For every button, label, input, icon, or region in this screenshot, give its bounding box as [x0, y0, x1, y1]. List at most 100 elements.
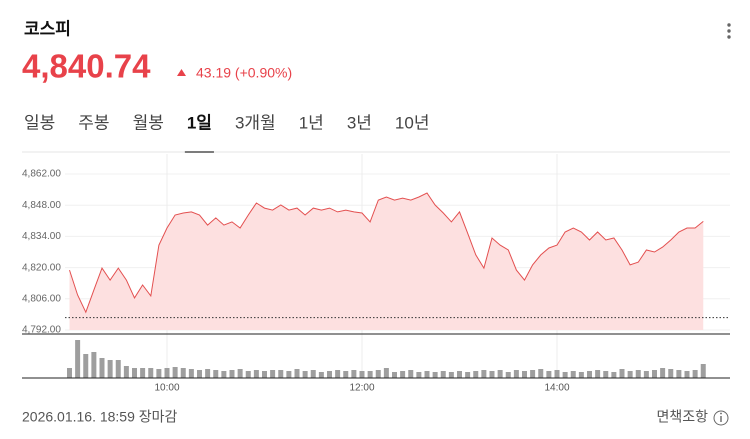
volume-bar — [221, 371, 227, 378]
volume-bar — [562, 372, 568, 378]
menu-icon[interactable] — [727, 23, 731, 39]
tab[interactable]: 1일 — [187, 113, 212, 132]
x-tick-label: 10:00 — [154, 383, 179, 394]
up-arrow — [177, 69, 186, 76]
volume-bar — [652, 370, 657, 378]
volume-bar — [286, 371, 292, 378]
volume-bar — [327, 371, 332, 378]
volume-bar — [213, 370, 219, 378]
volume-bar — [513, 370, 519, 378]
tab[interactable]: 10년 — [395, 113, 430, 132]
volume-bar — [440, 371, 446, 378]
volume-bar — [148, 368, 154, 378]
tab[interactable]: 월봉 — [133, 113, 164, 132]
volume-bar — [676, 370, 682, 378]
volume-bar — [424, 371, 430, 378]
volume-bar — [67, 368, 72, 378]
y-tick-label: 4,862.00 — [22, 169, 61, 180]
chart: 4,792.00 4,806.00 4,820.00 4,834.00 4,848.00… — [22, 154, 730, 394]
volume-bar — [359, 371, 365, 378]
volume-bar — [700, 364, 706, 378]
volume-bar — [375, 370, 381, 378]
volume-bar — [172, 367, 178, 378]
volume-bar — [75, 340, 81, 378]
y-tick-label: 4,848.00 — [22, 200, 61, 211]
volume-bar — [587, 371, 592, 378]
y-tick-label: 4,834.00 — [22, 231, 61, 242]
volume-bar — [180, 368, 186, 378]
volume-bar — [294, 369, 300, 378]
volume-bar — [457, 371, 462, 378]
volume-bar — [156, 369, 162, 378]
volume-bar — [229, 370, 235, 378]
volume-bar — [448, 372, 454, 378]
volume-bar — [538, 369, 544, 378]
volume-bar — [400, 371, 406, 378]
volume-bar — [546, 371, 552, 378]
volume-bar — [530, 370, 536, 378]
volume-bar — [497, 370, 503, 378]
volume-bar — [619, 369, 625, 378]
disclaimer[interactable]: 면책조항 — [656, 409, 708, 425]
y-tick-label: 4,792.00 — [22, 325, 61, 336]
volume-bar — [367, 371, 373, 378]
x-tick-label: 12:00 — [349, 383, 374, 394]
volume-bar — [465, 372, 471, 378]
y-tick-label: 4,820.00 — [22, 262, 61, 273]
x-tick-label: 14:00 — [544, 383, 569, 394]
index-title: 코스피 — [24, 19, 71, 38]
info-dot — [720, 412, 722, 415]
volume-bar — [692, 370, 698, 378]
price: 4,840.74 — [22, 48, 151, 85]
volume-bar — [164, 368, 170, 378]
volume-bar — [270, 370, 276, 378]
volume-bar — [318, 372, 324, 378]
tab[interactable]: 1년 — [299, 113, 324, 132]
menu-dot — [727, 35, 731, 39]
volume-bar — [302, 371, 308, 378]
volume-bar — [383, 368, 389, 378]
volume-bar — [343, 371, 349, 378]
volume-bar — [83, 354, 89, 378]
volume-bar — [278, 370, 284, 378]
volume-bar — [237, 369, 243, 378]
volume-bar — [351, 370, 357, 378]
volume-bar — [432, 372, 438, 378]
volume-bar — [310, 370, 316, 378]
volume-bar — [335, 370, 341, 378]
menu-dot — [727, 23, 731, 27]
volume-bar — [245, 371, 251, 378]
volume-bar — [489, 371, 495, 378]
y-tick-label: 4,806.00 — [22, 293, 61, 304]
tab[interactable]: 3개월 — [235, 113, 276, 132]
volume-bar — [197, 370, 202, 378]
volume-bar — [595, 370, 601, 378]
volume-bar — [522, 371, 527, 378]
volume-bar — [123, 366, 129, 378]
volume-bar — [253, 370, 259, 378]
info-icon[interactable] — [713, 410, 729, 426]
volume-bar — [91, 352, 97, 378]
volume-bar — [99, 358, 105, 378]
volume-bar — [684, 371, 690, 378]
timestamp: 2026.01.16. 18:59 장마감 — [22, 409, 178, 425]
tab[interactable]: 주봉 — [78, 113, 109, 132]
volume-bar — [554, 370, 560, 378]
price-change: 43.19 (+0.90%) — [196, 65, 292, 81]
info-circle — [713, 410, 729, 426]
tab[interactable]: 3년 — [347, 113, 372, 132]
volume-bar — [578, 372, 584, 378]
volume-bar — [660, 368, 666, 378]
tab[interactable]: 일봉 — [24, 113, 55, 132]
volume-bar — [635, 370, 641, 378]
volume-bar — [473, 371, 479, 378]
volume-bar — [643, 371, 649, 378]
volume-bar — [188, 369, 194, 378]
volume-bar — [262, 371, 267, 378]
menu-dot — [727, 29, 731, 33]
volume-bar — [481, 370, 487, 378]
volume-bar — [570, 371, 576, 378]
volume-bar — [408, 370, 414, 378]
price-area — [69, 193, 704, 330]
